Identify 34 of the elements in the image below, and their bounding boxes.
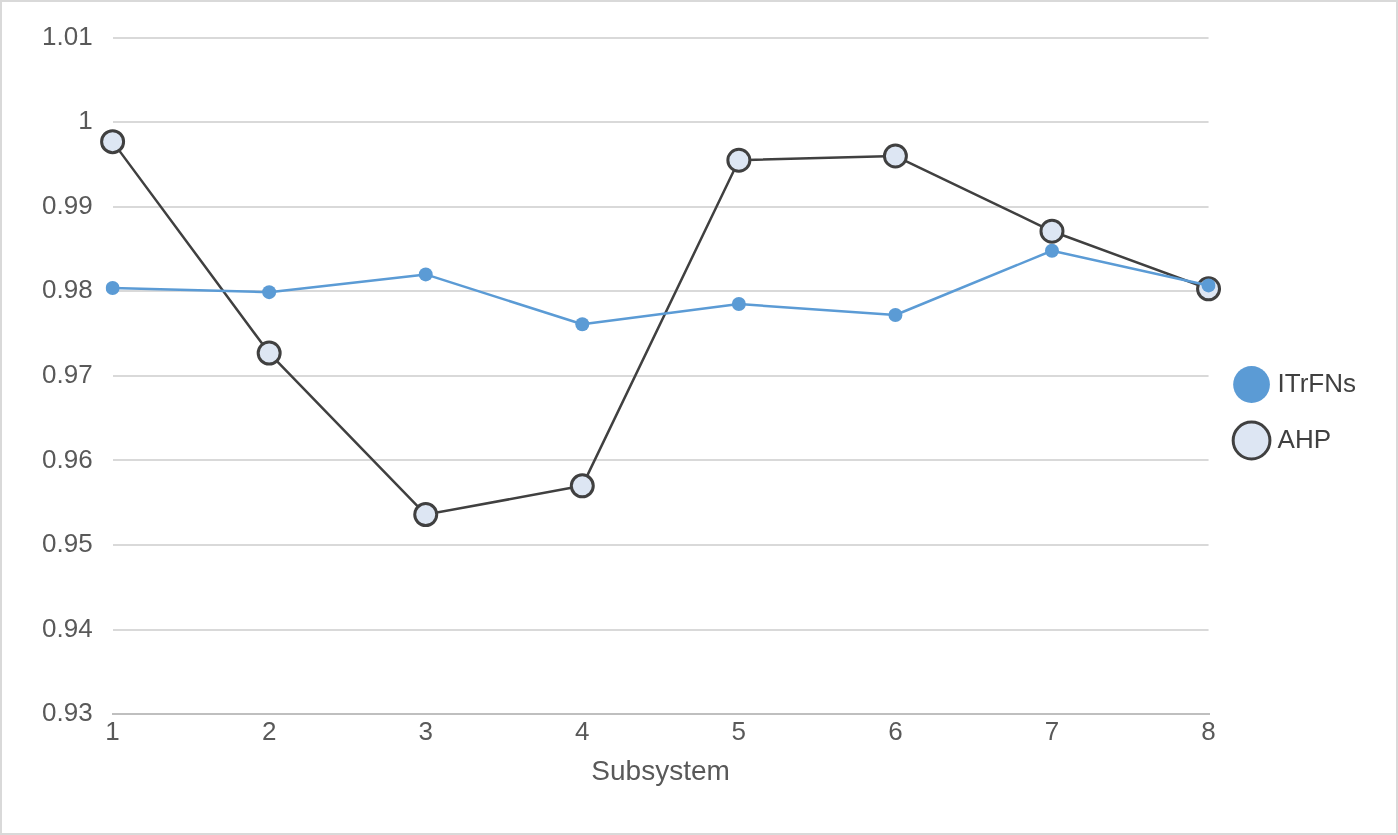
y-tick-label: 0.95 — [41, 528, 93, 559]
y-tick-label: 0.99 — [41, 189, 93, 220]
y-tick-label: 0.97 — [41, 359, 93, 390]
x-axis-title: Subsystem — [591, 754, 730, 786]
x-tick-label: 6 — [888, 715, 903, 746]
x-tick-label: 1 — [105, 715, 120, 746]
point — [731, 297, 746, 312]
y-tick-label: 0.94 — [41, 612, 93, 643]
point — [1044, 243, 1059, 258]
x-tick-label: 7 — [1044, 715, 1060, 746]
x-tick-label: 5 — [731, 715, 747, 746]
point — [726, 147, 752, 173]
y-tick-label: 0.96 — [41, 443, 93, 474]
point — [1039, 218, 1065, 244]
point — [100, 129, 126, 155]
point — [413, 502, 439, 528]
point — [105, 280, 120, 295]
x-tick-label: 3 — [418, 715, 433, 746]
x-tick-label: 8 — [1201, 715, 1216, 746]
point — [569, 473, 595, 499]
legend-label: ITrFNs — [1277, 367, 1357, 398]
point — [882, 143, 908, 169]
point — [888, 308, 903, 323]
point — [418, 267, 433, 282]
point — [256, 340, 282, 366]
x-tick-label: 4 — [575, 715, 590, 746]
y-tick-label: 0.93 — [41, 697, 93, 728]
y-tick-label: 0.98 — [41, 274, 93, 305]
y-tick-label: 1.01 — [41, 20, 93, 51]
point — [575, 317, 590, 332]
x-tick-label: 2 — [261, 715, 277, 746]
y-tick-label: 1 — [78, 105, 93, 136]
point — [262, 285, 277, 300]
legend-label: AHP — [1277, 423, 1332, 454]
